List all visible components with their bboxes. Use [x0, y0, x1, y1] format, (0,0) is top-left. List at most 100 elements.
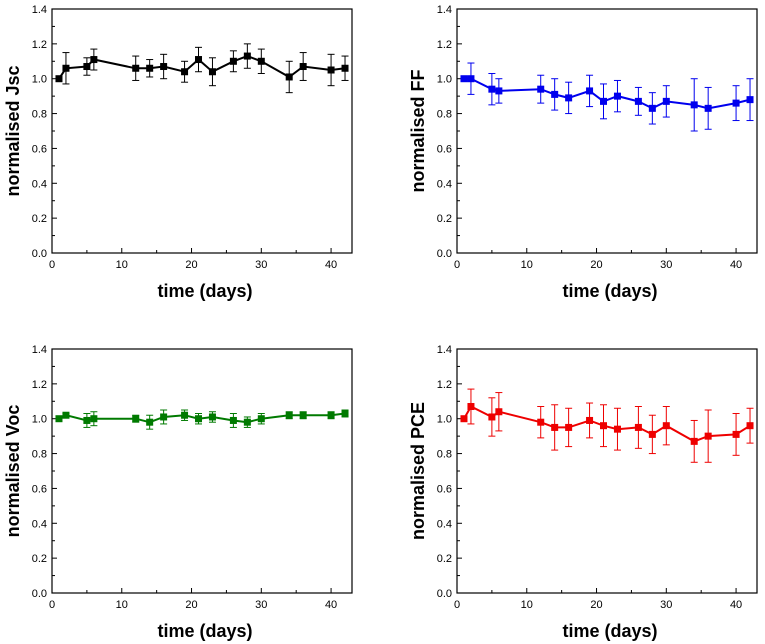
- y-tick-label: 0.6: [32, 483, 47, 495]
- data-point: [229, 57, 237, 65]
- data-point: [229, 416, 237, 424]
- data-point: [586, 87, 594, 95]
- y-axis-title: normalised PCE: [408, 402, 428, 540]
- data-point: [257, 415, 265, 423]
- x-tick-label: 0: [454, 259, 460, 271]
- chart-voc: 0.0 0.2 0.4 0.6 0.8 1.0 1.2 1.4 0 10 20 30 40 time (d…: [3, 344, 353, 641]
- data-point: [662, 422, 670, 430]
- data-point: [600, 97, 608, 105]
- data-point: [208, 413, 216, 421]
- data-point: [648, 430, 656, 438]
- data-point: [208, 68, 216, 76]
- data-point: [488, 413, 496, 421]
- y-tick-label: 0.6: [437, 143, 452, 155]
- y-tick-label: 0.6: [437, 483, 452, 495]
- x-tick-label: 40: [325, 599, 337, 611]
- x-tick-label: 10: [116, 259, 128, 271]
- plot-frame: [456, 8, 758, 254]
- data-point: [341, 64, 349, 72]
- y-tick-label: 1.2: [32, 379, 47, 391]
- plot-frame: [51, 8, 353, 254]
- data-point: [341, 409, 349, 417]
- y-tick-label: 0.2: [437, 553, 452, 565]
- x-axis-title: time (days): [562, 621, 657, 641]
- x-tick-label: 0: [49, 259, 55, 271]
- data-point: [600, 422, 608, 430]
- data-point: [704, 432, 712, 440]
- x-tick-label: 0: [454, 599, 460, 611]
- data-point: [62, 64, 70, 72]
- y-tick-label: 0.8: [32, 449, 47, 461]
- x-tick-label: 40: [325, 259, 337, 271]
- data-point: [537, 85, 545, 93]
- x-tick-label: 10: [521, 599, 533, 611]
- data-point: [62, 411, 70, 419]
- data-point: [160, 413, 168, 421]
- data-point: [732, 430, 740, 438]
- data-point: [55, 415, 63, 423]
- x-tick-label: 40: [730, 599, 742, 611]
- chart-pce: 0.0 0.2 0.4 0.6 0.8 1.0 1.2 1.4 0 10 20 30 40 time (d…: [408, 344, 758, 641]
- data-point: [746, 422, 754, 430]
- data-point: [704, 104, 712, 112]
- data-point: [132, 64, 140, 72]
- y-tick-label: 1.4: [32, 344, 47, 356]
- y-tick-label: 1.4: [437, 344, 452, 356]
- data-point: [634, 423, 642, 431]
- x-tick-label: 20: [185, 599, 197, 611]
- y-tick-label: 0.2: [32, 553, 47, 565]
- data-point: [132, 415, 140, 423]
- data-point: [285, 73, 293, 81]
- data-point: [181, 411, 189, 419]
- data-point: [732, 99, 740, 107]
- data-point: [551, 90, 559, 98]
- data-point: [55, 75, 63, 83]
- data-point: [83, 416, 91, 424]
- y-tick-label: 1.2: [437, 379, 452, 391]
- x-tick-label: 30: [660, 599, 672, 611]
- y-tick-label: 0.4: [437, 518, 452, 530]
- y-tick-label: 0.4: [32, 178, 47, 190]
- data-point: [146, 418, 154, 426]
- y-tick-label: 1.2: [32, 39, 47, 51]
- chart-ff: 0.0 0.2 0.4 0.6 0.8 1.0 1.2 1.4 0 10 20 30 40 time (d…: [408, 4, 758, 301]
- x-axis-title: time (days): [157, 621, 252, 641]
- x-tick-label: 30: [255, 259, 267, 271]
- y-tick-label: 0.6: [32, 143, 47, 155]
- y-tick-label: 1.0: [437, 74, 452, 86]
- data-point: [460, 75, 468, 83]
- x-tick-label: 30: [255, 599, 267, 611]
- data-point: [565, 423, 573, 431]
- data-point: [467, 75, 475, 83]
- y-tick-label: 0.2: [437, 213, 452, 225]
- y-tick-label: 0.2: [32, 213, 47, 225]
- x-tick-label: 0: [49, 599, 55, 611]
- data-point: [565, 94, 573, 102]
- y-tick-label: 1.0: [32, 74, 47, 86]
- y-tick-label: 0.0: [32, 588, 47, 600]
- y-tick-label: 0.8: [32, 109, 47, 121]
- x-tick-label: 20: [590, 599, 602, 611]
- x-tick-label: 40: [730, 259, 742, 271]
- y-tick-label: 0.0: [437, 588, 452, 600]
- data-point: [690, 437, 698, 445]
- data-point: [613, 92, 621, 100]
- y-tick-label: 1.4: [437, 4, 452, 16]
- plot-frame: [456, 348, 758, 594]
- data-point: [243, 418, 251, 426]
- y-tick-label: 0.0: [437, 248, 452, 260]
- data-point: [537, 418, 545, 426]
- plot-frame: [51, 348, 353, 594]
- data-point: [488, 85, 496, 93]
- data-point: [327, 411, 335, 419]
- data-point: [634, 97, 642, 105]
- data-point: [195, 415, 203, 423]
- data-point: [746, 96, 754, 104]
- x-tick-label: 20: [590, 259, 602, 271]
- data-point: [467, 403, 475, 411]
- data-point: [613, 425, 621, 433]
- y-tick-label: 0.8: [437, 109, 452, 121]
- data-point: [285, 411, 293, 419]
- data-point: [195, 56, 203, 64]
